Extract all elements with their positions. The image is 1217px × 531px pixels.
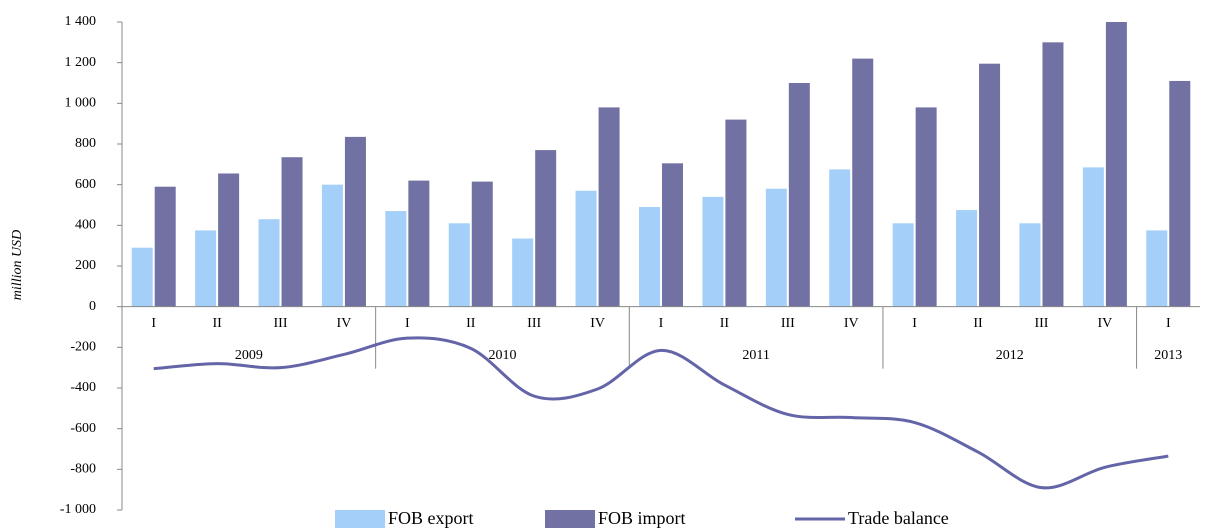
x-tick-label: I — [405, 316, 410, 331]
bar — [702, 196, 724, 307]
bar — [321, 184, 343, 307]
bar — [788, 83, 810, 307]
year-label: 2010 — [488, 348, 516, 363]
bar — [598, 107, 620, 307]
y-tick-label: 400 — [75, 218, 96, 233]
y-tick-label: -200 — [70, 340, 96, 355]
x-tick-label: II — [212, 316, 222, 331]
x-tick-label: IV — [844, 316, 859, 331]
x-tick-label: I — [912, 316, 917, 331]
y-tick-label: 0 — [89, 299, 96, 314]
legend-label: Trade balance — [848, 508, 949, 528]
bar — [1042, 42, 1064, 307]
x-tick-label: I — [1166, 316, 1171, 331]
year-label: 2012 — [996, 348, 1024, 363]
y-tick-label: -600 — [70, 421, 96, 436]
bar — [956, 210, 978, 307]
x-tick-label: I — [151, 316, 156, 331]
bar — [1169, 80, 1191, 307]
legend-label: FOB import — [598, 508, 686, 528]
y-tick-label: -400 — [70, 380, 96, 395]
bar — [892, 223, 914, 307]
bar — [131, 247, 153, 307]
bar — [408, 180, 430, 307]
bar — [1019, 223, 1041, 307]
bar — [154, 186, 176, 307]
bar — [765, 188, 787, 307]
y-tick-label: 1 000 — [65, 96, 97, 111]
bar — [218, 173, 240, 307]
bar — [471, 181, 493, 307]
bar — [915, 107, 937, 307]
x-tick-label: IV — [590, 316, 605, 331]
bar — [852, 58, 874, 307]
bar — [662, 163, 683, 307]
bar — [535, 150, 557, 307]
y-axis-title: million USD — [10, 230, 25, 300]
bar — [281, 157, 303, 307]
x-tick-label: IV — [1097, 316, 1112, 331]
bar — [639, 207, 660, 307]
year-label: 2011 — [742, 348, 769, 363]
y-tick-label: -1 000 — [60, 502, 96, 517]
year-label: 2009 — [235, 348, 263, 363]
bar — [979, 63, 1001, 307]
bar — [195, 230, 217, 307]
bar — [344, 136, 366, 307]
bar — [448, 223, 470, 307]
y-tick-label: 1 400 — [65, 14, 97, 29]
legend: FOB export FOB import Trade balance — [335, 508, 949, 528]
year-label: 2013 — [1154, 348, 1182, 363]
bar — [1146, 230, 1168, 307]
legend-swatch — [335, 510, 385, 528]
legend-label: FOB export — [388, 508, 474, 528]
x-tick-label: IV — [337, 316, 352, 331]
y-tick-label: -800 — [70, 462, 96, 477]
y-tick-label: 800 — [75, 136, 96, 151]
bar — [512, 238, 534, 307]
legend-swatch — [545, 510, 595, 528]
bar — [575, 190, 597, 307]
bar — [385, 211, 407, 307]
x-tick-label: I — [659, 316, 664, 331]
x-tick-label: III — [1034, 316, 1048, 331]
y-tick-label: 200 — [75, 258, 96, 273]
y-tick-label: 600 — [75, 177, 96, 192]
x-tick-label: II — [720, 316, 730, 331]
line — [153, 336, 1169, 490]
bar — [1082, 167, 1104, 307]
x-tick-label: II — [466, 316, 476, 331]
x-tick-label: III — [781, 316, 795, 331]
bar — [258, 219, 280, 307]
x-tick-label: II — [973, 316, 983, 331]
bar — [829, 169, 851, 307]
x-tick-label: III — [527, 316, 541, 331]
y-tick-label: 1 200 — [65, 55, 97, 70]
bar — [725, 119, 747, 307]
bar — [1105, 22, 1127, 307]
x-tick-label: III — [274, 316, 288, 331]
